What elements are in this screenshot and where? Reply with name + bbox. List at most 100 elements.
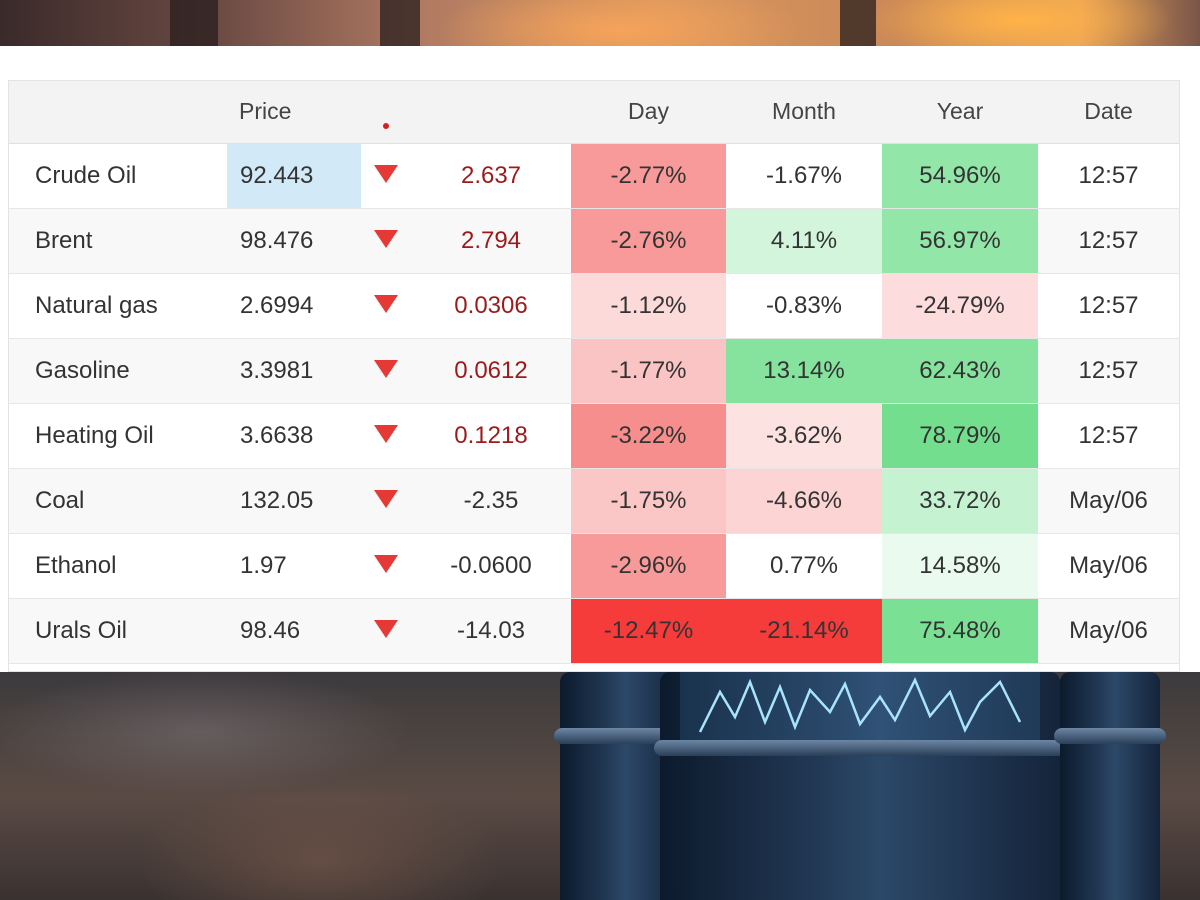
- background-post: [840, 0, 876, 46]
- header-price[interactable]: Price: [227, 81, 361, 144]
- direction-cell: [361, 273, 411, 339]
- day-change-cell: -1.12%: [571, 273, 726, 339]
- price-cell: 3.3981: [227, 338, 361, 404]
- month-change-cell: -3.62%: [726, 403, 882, 469]
- commodity-name[interactable]: Natural gas: [9, 273, 227, 339]
- price-cell: 98.46: [227, 598, 361, 664]
- year-change-cell: 62.43%: [882, 338, 1038, 404]
- price-cell: 92.443: [227, 143, 361, 209]
- barrel-chart-screen: [680, 672, 1040, 744]
- header-arrow: [361, 81, 411, 144]
- day-change-cell: -2.96%: [571, 533, 726, 599]
- day-change-cell: -3.22%: [571, 403, 726, 469]
- price-cell: 132.05: [227, 468, 361, 534]
- price-cell: 98.476: [227, 208, 361, 274]
- header-change: [411, 81, 571, 144]
- header-year[interactable]: Year: [882, 81, 1038, 144]
- down-triangle-icon: [374, 424, 398, 443]
- header-date[interactable]: Date: [1038, 81, 1179, 144]
- header-day[interactable]: Day: [571, 81, 726, 144]
- down-triangle-icon: [374, 619, 398, 638]
- month-change-cell: 13.14%: [726, 338, 882, 404]
- barrel-image: [1054, 672, 1166, 900]
- header-name: [9, 81, 227, 144]
- direction-cell: [361, 598, 411, 664]
- year-change-cell: 78.79%: [882, 403, 1038, 469]
- day-change-cell: -2.76%: [571, 208, 726, 274]
- down-triangle-icon: [374, 164, 398, 183]
- table-row[interactable]: Coal 132.05 -2.35 -1.75% -4.66% 33.72% May/06: [9, 468, 1179, 534]
- direction-cell: [361, 468, 411, 534]
- commodity-name[interactable]: Coal: [9, 468, 227, 534]
- month-change-cell: 0.77%: [726, 533, 882, 599]
- date-cell: 12:57: [1038, 403, 1179, 469]
- commodity-name[interactable]: Crude Oil: [9, 143, 227, 209]
- header-month[interactable]: Month: [726, 81, 882, 144]
- table-row[interactable]: Ethanol 1.97 -0.0600 -2.96% 0.77% 14.58% May/0…: [9, 533, 1179, 599]
- month-change-cell: 4.11%: [726, 208, 882, 274]
- date-cell: 12:57: [1038, 338, 1179, 404]
- commodity-name[interactable]: Urals Oil: [9, 598, 227, 664]
- month-change-cell: -0.83%: [726, 273, 882, 339]
- down-triangle-icon: [374, 359, 398, 378]
- change-cell: 0.0612: [411, 338, 571, 404]
- change-cell: -0.0600: [411, 533, 571, 599]
- commodity-name[interactable]: Brent: [9, 208, 227, 274]
- price-cell: 2.6994: [227, 273, 361, 339]
- table-row[interactable]: Urals Oil 98.46 -14.03 -12.47% -21.14% 75.48%…: [9, 598, 1179, 664]
- barrel-rim: [1054, 728, 1166, 744]
- table-row[interactable]: Gasoline 3.3981 0.0612 -1.77% 13.14% 62.43% 12…: [9, 338, 1179, 404]
- table-row[interactable]: Crude Oil 92.443 2.637 -2.77% -1.67% 54.96% 12…: [9, 143, 1179, 209]
- year-change-cell: 75.48%: [882, 598, 1038, 664]
- change-cell: 0.1218: [411, 403, 571, 469]
- background-photo-bottom: [0, 672, 1200, 900]
- price-cell: 1.97: [227, 533, 361, 599]
- background-post: [170, 0, 218, 46]
- down-triangle-icon: [374, 229, 398, 248]
- commodities-table: Price Day Month Year Date Crude Oil 92.44…: [9, 81, 1179, 664]
- date-cell: May/06: [1038, 533, 1179, 599]
- barrel-image: [654, 672, 1066, 900]
- day-change-cell: -2.77%: [571, 143, 726, 209]
- day-change-cell: -1.77%: [571, 338, 726, 404]
- table-row[interactable]: Natural gas 2.6994 0.0306 -1.12% -0.83% -24.7…: [9, 273, 1179, 339]
- down-triangle-icon: [374, 489, 398, 508]
- date-cell: 12:57: [1038, 208, 1179, 274]
- year-change-cell: -24.79%: [882, 273, 1038, 339]
- month-change-cell: -21.14%: [726, 598, 882, 664]
- direction-cell: [361, 533, 411, 599]
- commodity-name[interactable]: Heating Oil: [9, 403, 227, 469]
- background-haze: [0, 672, 560, 900]
- table-header-row: Price Day Month Year Date: [9, 81, 1179, 144]
- commodity-name[interactable]: Ethanol: [9, 533, 227, 599]
- direction-cell: [361, 143, 411, 209]
- day-change-cell: -1.75%: [571, 468, 726, 534]
- month-change-cell: -1.67%: [726, 143, 882, 209]
- direction-cell: [361, 338, 411, 404]
- table-row[interactable]: Brent 98.476 2.794 -2.76% 4.11% 56.97% 12:57: [9, 208, 1179, 274]
- down-triangle-icon: [374, 554, 398, 573]
- background-post: [380, 0, 420, 46]
- year-change-cell: 56.97%: [882, 208, 1038, 274]
- year-change-cell: 14.58%: [882, 533, 1038, 599]
- change-cell: 2.794: [411, 208, 571, 274]
- commodities-table-card: Price Day Month Year Date Crude Oil 92.44…: [8, 80, 1180, 672]
- change-cell: 0.0306: [411, 273, 571, 339]
- down-triangle-icon: [374, 294, 398, 313]
- background-photo-top: [0, 0, 1200, 46]
- year-change-cell: 54.96%: [882, 143, 1038, 209]
- barrel-rim: [654, 740, 1066, 756]
- barrel-rim: [554, 728, 686, 744]
- waveform-graphic: [698, 676, 1022, 733]
- month-change-cell: -4.66%: [726, 468, 882, 534]
- table-row[interactable]: Heating Oil 3.6638 0.1218 -3.22% -3.62% 78.79…: [9, 403, 1179, 469]
- date-cell: 12:57: [1038, 143, 1179, 209]
- day-change-cell: -12.47%: [571, 598, 726, 664]
- price-cell: 3.6638: [227, 403, 361, 469]
- date-cell: May/06: [1038, 598, 1179, 664]
- direction-cell: [361, 208, 411, 274]
- commodity-name[interactable]: Gasoline: [9, 338, 227, 404]
- change-cell: -14.03: [411, 598, 571, 664]
- change-cell: 2.637: [411, 143, 571, 209]
- year-change-cell: 33.72%: [882, 468, 1038, 534]
